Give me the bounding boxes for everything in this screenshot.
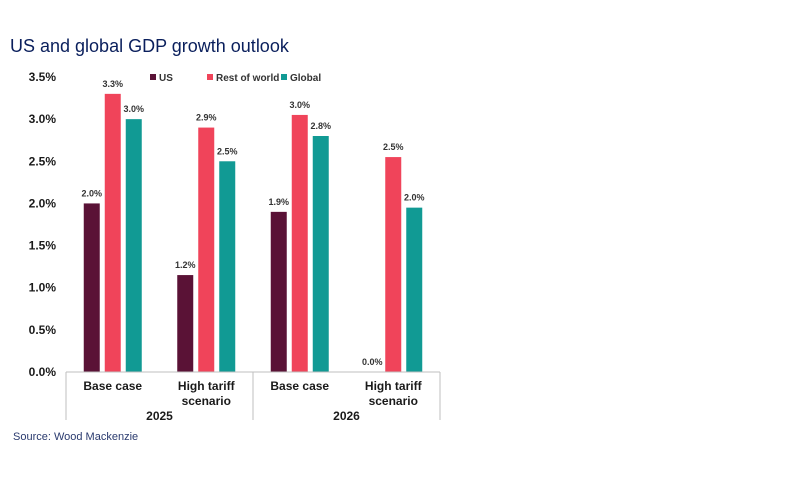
bar-us xyxy=(177,275,194,372)
bar-us xyxy=(83,203,100,372)
y-tick-label: 3.5% xyxy=(29,70,57,84)
bar-us xyxy=(270,211,287,372)
group-label: 2025 xyxy=(146,409,173,423)
y-tick-label: 2.0% xyxy=(29,196,57,210)
bar-global xyxy=(312,136,329,372)
bar-global xyxy=(125,119,142,373)
legend-swatch xyxy=(281,74,287,80)
y-tick-label: 1.5% xyxy=(29,239,57,253)
bar-rest-of-world xyxy=(291,114,308,372)
data-label: 2.8% xyxy=(310,121,331,131)
data-label: 2.0% xyxy=(404,193,425,203)
y-tick-label: 0.5% xyxy=(29,323,57,337)
category-label: scenario xyxy=(182,394,231,408)
data-label: 3.0% xyxy=(123,104,144,114)
legend-label: Global xyxy=(290,73,321,84)
y-tick-label: 3.0% xyxy=(29,112,57,126)
category-label: Base case xyxy=(83,379,142,393)
legend-label: US xyxy=(159,73,173,84)
data-label: 3.3% xyxy=(102,79,123,89)
bar-rest-of-world xyxy=(104,93,121,372)
bar-global xyxy=(219,161,236,372)
category-label: Base case xyxy=(270,379,329,393)
source-note: Source: Wood Mackenzie xyxy=(13,431,139,443)
bar-rest-of-world xyxy=(198,127,215,372)
category-label: High tariff xyxy=(365,379,423,393)
data-label: 1.2% xyxy=(175,260,196,270)
data-label: 2.0% xyxy=(81,188,102,198)
data-label: 2.5% xyxy=(383,142,404,152)
data-label: 3.0% xyxy=(289,100,310,110)
data-label: 2.5% xyxy=(217,146,238,156)
data-label: 2.9% xyxy=(196,113,217,123)
legend-swatch xyxy=(150,74,156,80)
group-label: 2026 xyxy=(333,409,360,423)
category-label: scenario xyxy=(369,394,418,408)
category-label: High tariff xyxy=(178,379,236,393)
legend-label: Rest of world xyxy=(216,73,279,84)
legend-swatch xyxy=(207,74,213,80)
data-label: 0.0% xyxy=(362,357,383,367)
y-tick-label: 1.0% xyxy=(29,281,57,295)
chart-title: US and global GDP growth outlook xyxy=(10,36,289,56)
y-tick-label: 0.0% xyxy=(29,365,57,379)
bar-global xyxy=(406,207,423,372)
y-tick-label: 2.5% xyxy=(29,154,57,168)
bar-rest-of-world xyxy=(385,157,402,372)
data-label: 1.9% xyxy=(268,197,289,207)
